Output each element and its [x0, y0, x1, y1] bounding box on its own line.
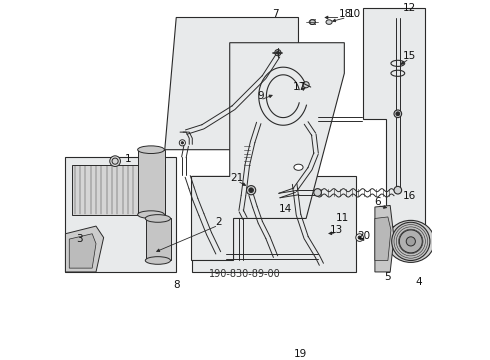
Polygon shape	[138, 150, 165, 215]
Circle shape	[394, 186, 402, 194]
Ellipse shape	[146, 257, 171, 264]
Text: 5: 5	[385, 272, 391, 282]
Polygon shape	[165, 18, 298, 150]
Circle shape	[303, 82, 309, 88]
Text: 7: 7	[272, 9, 279, 19]
Circle shape	[396, 112, 400, 116]
Polygon shape	[66, 226, 104, 272]
Circle shape	[246, 186, 256, 195]
Text: 10: 10	[348, 9, 361, 19]
Ellipse shape	[294, 164, 303, 170]
Text: 12: 12	[403, 3, 416, 13]
Text: 13: 13	[330, 225, 343, 235]
Circle shape	[249, 188, 253, 193]
Text: 190-830-89-00: 190-830-89-00	[209, 269, 281, 279]
Ellipse shape	[326, 20, 332, 24]
Circle shape	[179, 140, 185, 146]
Polygon shape	[364, 8, 424, 226]
Polygon shape	[375, 206, 394, 272]
Circle shape	[112, 158, 118, 164]
Polygon shape	[192, 176, 356, 272]
Text: □: □	[309, 19, 316, 25]
Circle shape	[394, 110, 402, 118]
Text: 17: 17	[293, 82, 306, 92]
Ellipse shape	[309, 20, 315, 24]
Text: 1: 1	[125, 154, 131, 164]
Polygon shape	[72, 165, 165, 215]
Text: 8: 8	[173, 280, 179, 290]
Text: 6: 6	[374, 197, 381, 207]
Ellipse shape	[138, 146, 164, 153]
Text: 15: 15	[403, 51, 416, 61]
Text: 20: 20	[357, 231, 370, 241]
Text: 3: 3	[76, 234, 82, 244]
Circle shape	[406, 237, 416, 246]
Polygon shape	[146, 219, 171, 261]
Ellipse shape	[138, 211, 164, 219]
Circle shape	[356, 234, 364, 242]
Text: 11: 11	[336, 213, 349, 223]
Text: 19: 19	[294, 349, 307, 359]
Text: 16: 16	[403, 190, 416, 201]
Circle shape	[276, 51, 279, 54]
Text: 4: 4	[415, 277, 422, 287]
Text: 14: 14	[279, 203, 292, 213]
Circle shape	[314, 189, 321, 196]
Polygon shape	[375, 217, 391, 261]
Ellipse shape	[146, 215, 171, 222]
Circle shape	[358, 236, 361, 239]
Circle shape	[110, 156, 121, 167]
Circle shape	[392, 222, 430, 261]
Polygon shape	[192, 43, 344, 261]
Circle shape	[275, 50, 281, 56]
Text: 18: 18	[339, 9, 352, 19]
Text: 9: 9	[257, 91, 264, 101]
Circle shape	[399, 230, 422, 253]
Polygon shape	[69, 234, 96, 268]
Circle shape	[181, 142, 183, 144]
Text: 21: 21	[231, 173, 244, 183]
Text: 2: 2	[215, 217, 221, 227]
Ellipse shape	[387, 220, 435, 262]
Polygon shape	[66, 157, 176, 272]
